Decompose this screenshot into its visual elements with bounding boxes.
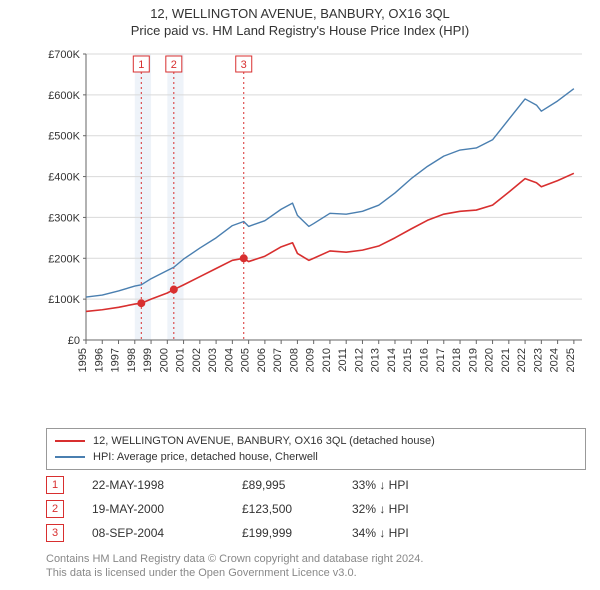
svg-text:1996: 1996 — [93, 348, 105, 372]
chart-area: £0 £100K £200K £300K £400K £500K £600K £700K 199… — [46, 48, 586, 388]
svg-text:2024: 2024 — [549, 348, 561, 372]
svg-text:£300K: £300K — [48, 212, 80, 224]
svg-text:£400K: £400K — [48, 172, 80, 184]
svg-text:2023: 2023 — [532, 348, 544, 372]
svg-text:£200K: £200K — [48, 253, 80, 265]
svg-text:2013: 2013 — [370, 348, 382, 372]
svg-text:2018: 2018 — [451, 348, 463, 372]
svg-text:1998: 1998 — [126, 348, 138, 372]
event-price: £123,500 — [242, 502, 352, 516]
svg-text:2005: 2005 — [240, 348, 252, 372]
license-line-2: This data is licensed under the Open Gov… — [46, 566, 586, 580]
svg-text:1: 1 — [138, 59, 144, 71]
chart-title-address: 12, WELLINGTON AVENUE, BANBURY, OX16 3QL — [10, 6, 590, 21]
event-list: 1 22-MAY-1998£89,99533% ↓ HPI 2 19-MAY-2000… — [46, 470, 586, 548]
svg-text:2012: 2012 — [353, 348, 365, 372]
svg-text:2007: 2007 — [272, 348, 284, 372]
svg-text:2008: 2008 — [288, 348, 300, 372]
svg-text:1999: 1999 — [142, 348, 154, 372]
svg-text:2011: 2011 — [337, 348, 349, 372]
svg-text:2002: 2002 — [191, 348, 203, 372]
svg-text:2022: 2022 — [516, 348, 528, 372]
svg-text:£100K: £100K — [48, 294, 80, 306]
svg-text:2015: 2015 — [402, 348, 414, 372]
event-date: 08-SEP-2004 — [92, 526, 242, 540]
license-text: Contains HM Land Registry data © Crown c… — [46, 552, 586, 580]
svg-text:3: 3 — [241, 59, 247, 71]
svg-text:1995: 1995 — [77, 348, 89, 372]
line-chart-svg: £0 £100K £200K £300K £400K £500K £600K £700K 199… — [46, 48, 586, 388]
event-row: 2 19-MAY-2000£123,50032% ↓ HPI — [46, 500, 586, 518]
event-number-box: 2 — [46, 500, 64, 518]
svg-text:2006: 2006 — [256, 348, 268, 372]
svg-text:2020: 2020 — [484, 348, 496, 372]
event-delta: 32% ↓ HPI — [352, 502, 472, 516]
event-number-box: 3 — [46, 524, 64, 542]
svg-text:£500K: £500K — [48, 131, 80, 143]
svg-text:2000: 2000 — [158, 348, 170, 372]
svg-text:£600K: £600K — [48, 90, 80, 102]
event-row: 1 22-MAY-1998£89,99533% ↓ HPI — [46, 476, 586, 494]
event-price: £199,999 — [242, 526, 352, 540]
svg-text:2004: 2004 — [223, 348, 235, 372]
svg-text:2025: 2025 — [565, 348, 577, 372]
legend-swatch-price-paid — [55, 440, 85, 442]
svg-text:1997: 1997 — [110, 348, 122, 372]
svg-text:2019: 2019 — [467, 348, 479, 372]
legend-label-price-paid: 12, WELLINGTON AVENUE, BANBURY, OX16 3QL… — [93, 433, 435, 449]
event-row: 3 08-SEP-2004£199,99934% ↓ HPI — [46, 524, 586, 542]
svg-text:2003: 2003 — [207, 348, 219, 372]
event-number-box: 1 — [46, 476, 64, 494]
svg-text:2: 2 — [171, 59, 177, 71]
legend-item-price-paid: 12, WELLINGTON AVENUE, BANBURY, OX16 3QL… — [55, 433, 577, 449]
event-delta: 33% ↓ HPI — [352, 478, 472, 492]
event-delta: 34% ↓ HPI — [352, 526, 472, 540]
svg-text:2009: 2009 — [305, 348, 317, 372]
svg-text:£700K: £700K — [48, 49, 80, 61]
event-date: 22-MAY-1998 — [92, 478, 242, 492]
chart-subtitle: Price paid vs. HM Land Registry's House … — [10, 23, 590, 38]
svg-text:2017: 2017 — [435, 348, 447, 372]
svg-text:2016: 2016 — [419, 348, 431, 372]
legend-label-hpi: HPI: Average price, detached house, Cher… — [93, 449, 318, 465]
event-price: £89,995 — [242, 478, 352, 492]
svg-text:2010: 2010 — [321, 348, 333, 372]
legend-swatch-hpi — [55, 456, 85, 458]
license-line-1: Contains HM Land Registry data © Crown c… — [46, 552, 586, 566]
chart-legend: 12, WELLINGTON AVENUE, BANBURY, OX16 3QL… — [46, 428, 586, 470]
svg-text:2021: 2021 — [500, 348, 512, 372]
legend-item-hpi: HPI: Average price, detached house, Cher… — [55, 449, 577, 465]
svg-text:£0: £0 — [68, 335, 80, 347]
svg-text:2001: 2001 — [175, 348, 187, 372]
event-date: 19-MAY-2000 — [92, 502, 242, 516]
svg-text:2014: 2014 — [386, 348, 398, 372]
